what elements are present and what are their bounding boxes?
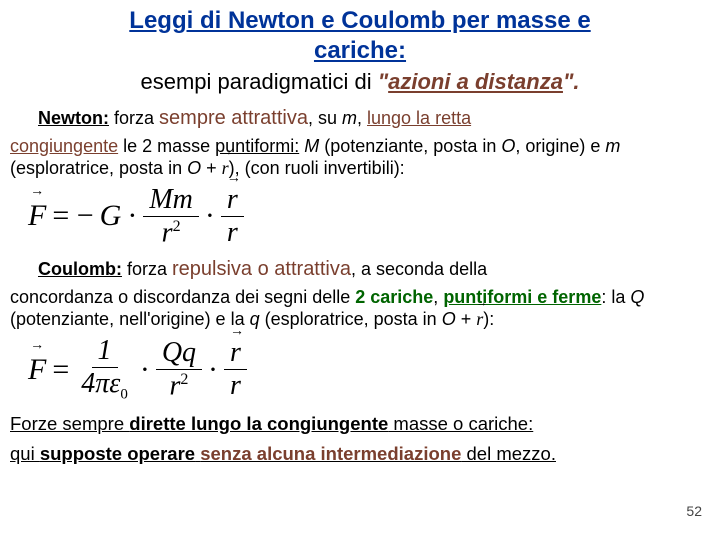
coulomb-paragraph: Coulomb: forza repulsiva o attrattiva, a…: [10, 257, 710, 282]
t: ):: [483, 309, 494, 329]
footer-bold3: senza alcuna intermediazione: [200, 443, 461, 464]
t: ), (con ruoli invertibili):: [229, 158, 405, 178]
dot: ·: [140, 351, 150, 389]
t: (esploratrice, posta in: [10, 158, 187, 178]
newton-congiungente: congiungente: [10, 136, 118, 156]
t: +: [201, 158, 222, 178]
formula-newton: F = − G · Mm r2 · r r: [28, 186, 710, 247]
t: masse o cariche:: [388, 413, 533, 434]
var-m2: m: [605, 136, 620, 156]
r: r: [169, 370, 180, 401]
t: (esploratrice, posta in: [260, 309, 442, 329]
title: Leggi di Newton e Coulomb per masse e ca…: [10, 6, 710, 66]
vec-F2: F: [28, 351, 46, 389]
vec-r-inline2: r: [476, 308, 483, 331]
var-O: O: [501, 136, 515, 156]
newton-lungo: lungo la retta: [367, 108, 471, 128]
fourpie: 4πε: [81, 368, 120, 399]
t: ,: [357, 108, 367, 128]
num-Qq: Qq: [156, 339, 202, 370]
sup2: 2: [180, 371, 188, 388]
dot: ·: [127, 197, 137, 235]
t: ,: [433, 287, 443, 307]
footer-bold1: dirette lungo la congiungente: [129, 413, 388, 434]
footer-line1: Forze sempre dirette lungo la congiungen…: [10, 412, 710, 435]
den: r2: [156, 217, 187, 247]
frac-r-r: r r: [221, 186, 244, 247]
t: , su: [308, 108, 342, 128]
newton-label: Newton:: [38, 108, 109, 128]
t: , a seconda della: [351, 259, 487, 279]
page-number: 52: [686, 503, 702, 521]
quote-close: ".: [563, 69, 580, 94]
t: le 2 masse: [118, 136, 215, 156]
t: +: [456, 309, 477, 329]
footer-bold2: supposte operare: [40, 443, 195, 464]
newton-paragraph-2: congiungente le 2 masse puntiformi: M (p…: [10, 135, 710, 180]
var-M: M: [304, 136, 319, 156]
t: (potenziante, nell'origine) e la: [10, 309, 250, 329]
frac-r-r-2: r r: [224, 339, 247, 400]
t: qui: [10, 443, 40, 464]
frac-Mm-r2: Mm r2: [143, 186, 199, 247]
sub0: 0: [120, 386, 128, 402]
var-q: q: [250, 309, 260, 329]
var-Q: Q: [630, 287, 644, 307]
t: Forze sempre: [10, 413, 129, 434]
var-G: G: [100, 197, 122, 235]
coulomb-2cariche: 2 cariche: [355, 287, 433, 307]
dot2: ·: [205, 197, 215, 235]
den-r: r: [224, 370, 247, 400]
eq: =: [52, 351, 69, 389]
num: r: [224, 339, 247, 370]
den-r2: r2: [163, 370, 194, 400]
footer-line2: qui supposte operare senza alcuna interm…: [10, 442, 710, 465]
coulomb-label: Coulomb:: [38, 259, 122, 279]
t: (potenziante, posta in: [319, 136, 501, 156]
t: forza: [122, 259, 172, 279]
quote-open: ": [378, 69, 388, 94]
title-line2: cariche:: [314, 37, 406, 64]
num-1: 1: [92, 337, 118, 368]
title-line1: Leggi di Newton e Coulomb per masse e: [129, 7, 590, 34]
newton-attractive: sempre attrattiva: [159, 107, 308, 129]
vec-F: F: [28, 197, 46, 235]
t: , origine) e: [515, 136, 605, 156]
t: del mezzo.: [461, 443, 556, 464]
var-O: O: [442, 309, 456, 329]
frac-Qq-r2: Qq r2: [156, 339, 202, 400]
t: : la: [601, 287, 630, 307]
t: concordanza o discordanza dei segni dell…: [10, 287, 355, 307]
newton-paragraph: Newton: forza sempre attrattiva, su m, l…: [10, 106, 710, 131]
var-O2: O: [187, 158, 201, 178]
dot2: ·: [208, 351, 218, 389]
coulomb-paragraph-2: concordanza o discordanza dei segni dell…: [10, 286, 710, 331]
eq: = −: [52, 197, 93, 235]
vec-r: r: [227, 186, 238, 214]
num: Mm: [143, 186, 199, 217]
coulomb-puntiformi: puntiformi e ferme: [443, 287, 601, 307]
den-r: r: [221, 217, 244, 247]
coulomb-repulsive: repulsiva o attrattiva: [172, 258, 351, 280]
t: forza: [109, 108, 159, 128]
r: r: [162, 217, 173, 248]
num: r: [221, 186, 244, 217]
var-m: m: [342, 108, 357, 128]
formula-coulomb: F = 1 4πε0 · Qq r2 · r r: [28, 337, 710, 403]
frac-1-4pie0: 1 4πε0: [75, 337, 134, 403]
subtitle-quote: azioni a distanza: [388, 69, 563, 94]
subtitle: esempi paradigmatici di "azioni a distan…: [10, 68, 710, 96]
den-4pie0: 4πε0: [75, 368, 134, 403]
vec-r: r: [230, 339, 241, 367]
sup2: 2: [173, 218, 181, 235]
subtitle-plain: esempi paradigmatici di: [140, 69, 377, 94]
